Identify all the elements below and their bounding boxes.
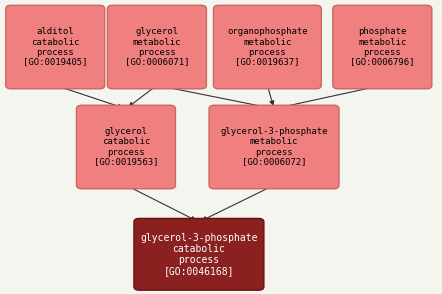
Text: glycerol-3-phosphate
metabolic
process
[GO:0006072]: glycerol-3-phosphate metabolic process [… — [220, 127, 328, 167]
Text: alditol
catabolic
process
[GO:0019405]: alditol catabolic process [GO:0019405] — [23, 27, 88, 67]
Text: glycerol-3-phosphate
catabolic
process
[GO:0046168]: glycerol-3-phosphate catabolic process [… — [140, 233, 258, 276]
Text: glycerol
catabolic
process
[GO:0019563]: glycerol catabolic process [GO:0019563] — [94, 127, 158, 167]
FancyBboxPatch shape — [333, 5, 432, 89]
FancyBboxPatch shape — [213, 5, 321, 89]
Text: organophosphate
metabolic
process
[GO:0019637]: organophosphate metabolic process [GO:00… — [227, 27, 308, 67]
FancyBboxPatch shape — [134, 218, 264, 290]
FancyBboxPatch shape — [209, 105, 339, 189]
FancyBboxPatch shape — [6, 5, 105, 89]
Text: glycerol
metabolic
process
[GO:0006071]: glycerol metabolic process [GO:0006071] — [125, 27, 189, 67]
FancyBboxPatch shape — [76, 105, 175, 189]
Text: phosphate
metabolic
process
[GO:0006796]: phosphate metabolic process [GO:0006796] — [350, 27, 415, 67]
FancyBboxPatch shape — [107, 5, 206, 89]
